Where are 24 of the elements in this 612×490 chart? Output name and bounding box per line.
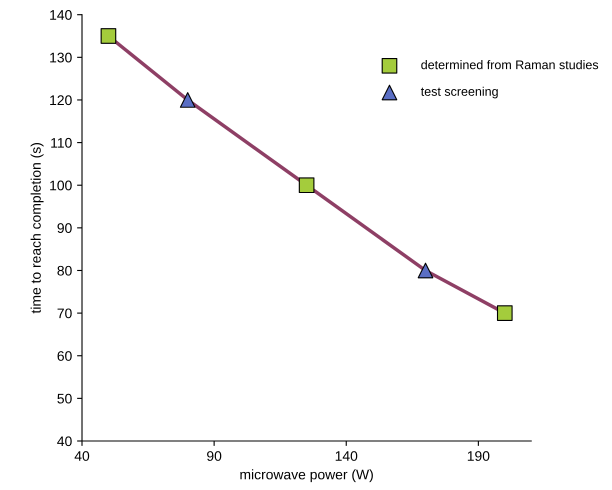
y-tick-label: 70	[58, 308, 72, 318]
y-tick-label: 90	[57, 223, 72, 234]
y-tick-label: 60	[58, 351, 72, 361]
x-tick-label: 190	[468, 451, 490, 461]
y-tick-label: 140	[50, 10, 72, 20]
point	[418, 262, 434, 278]
legend-label: determined from Raman studies	[421, 60, 598, 70]
point	[496, 305, 513, 321]
point	[180, 92, 196, 108]
y-tick-label: 80	[57, 266, 72, 276]
x-axis-title: microwave power (W)	[240, 469, 373, 482]
y-tick-label: 40	[57, 436, 72, 446]
y-axis-title: time to reach completion (s)	[30, 143, 44, 314]
y-tick-label: 130	[50, 52, 72, 62]
y-tick-label: 120	[50, 95, 72, 106]
y-tick-label: 100	[50, 180, 72, 190]
y-tick-label: 50	[57, 394, 72, 404]
x-tick-label: 140	[336, 451, 358, 461]
point	[100, 28, 116, 44]
y-tick-label: 110	[51, 138, 72, 148]
x-tick-label: 40	[74, 451, 90, 461]
point	[298, 177, 314, 194]
x-tick-label: 90	[207, 451, 222, 461]
legend-label: test screening	[420, 86, 498, 98]
